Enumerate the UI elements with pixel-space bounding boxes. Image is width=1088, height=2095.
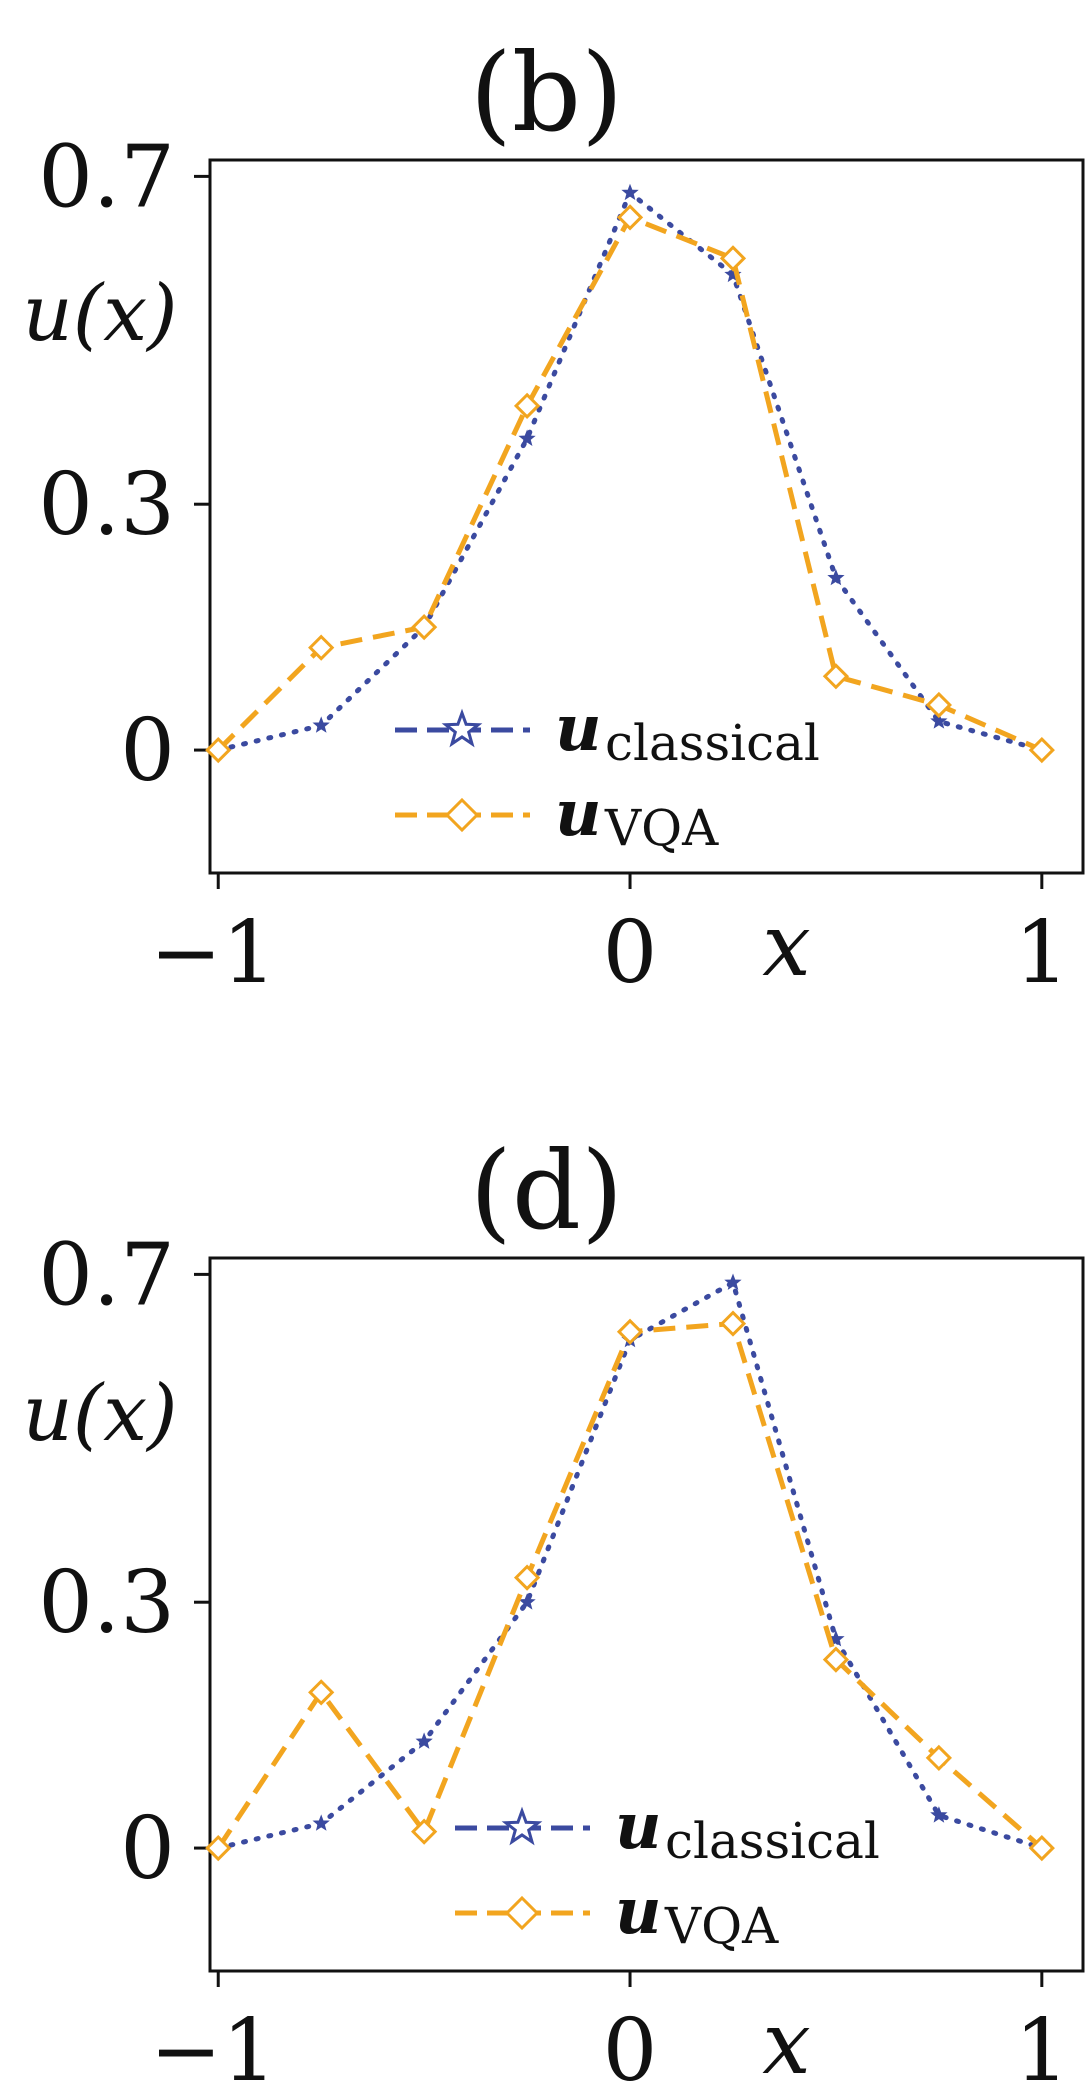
series-line-u_VQA bbox=[216, 1320, 1044, 1850]
data-point-u_classical bbox=[518, 429, 536, 447]
plot-frame bbox=[208, 1256, 1085, 1973]
data-point-u_classical bbox=[724, 1273, 742, 1290]
legend-label-sub: VQA bbox=[664, 1897, 779, 1955]
data-point-u_classical bbox=[518, 1593, 536, 1610]
data-point-u_classical bbox=[312, 1814, 330, 1831]
legend-label-main: u bbox=[615, 1789, 662, 1864]
series-u_classical bbox=[209, 183, 1051, 758]
legend-item-u_VQA: u VQA bbox=[455, 1874, 779, 1955]
x-tick-label: 0 bbox=[603, 903, 658, 1003]
y-tick-label: 0 bbox=[120, 701, 175, 801]
legend-item-u_classical: u classical bbox=[455, 1789, 880, 1870]
data-point-u_VQA bbox=[616, 204, 644, 231]
chart-title: (d) bbox=[470, 1129, 623, 1254]
data-point-u_VQA bbox=[205, 1834, 232, 1862]
data-point-u_VQA bbox=[925, 691, 952, 719]
data-point-u_VQA bbox=[822, 663, 850, 690]
series-line-u_classical bbox=[215, 188, 1045, 753]
legend-label-sub: VQA bbox=[604, 799, 719, 857]
data-point-u_VQA bbox=[822, 1646, 850, 1673]
x-tick-label: 1 bbox=[1014, 903, 1069, 1003]
data-point-u_VQA bbox=[411, 1818, 438, 1845]
legend-label-main: u bbox=[615, 1874, 662, 1949]
data-point-u_VQA bbox=[925, 1744, 952, 1772]
data-point-u_VQA bbox=[719, 1310, 747, 1337]
legend-marker-star bbox=[441, 708, 483, 748]
x-tick-label: 1 bbox=[1014, 2001, 1069, 2095]
legend-label-sub: classical bbox=[665, 1812, 880, 1870]
data-point-u_classical bbox=[827, 568, 845, 586]
legend-label-main: u bbox=[555, 776, 602, 851]
series-u_VQA bbox=[205, 204, 1055, 764]
data-point-u_VQA bbox=[1028, 736, 1055, 764]
plot-frame bbox=[208, 158, 1085, 875]
data-point-u_VQA bbox=[616, 1318, 644, 1345]
legend-label-sub: classical bbox=[605, 714, 820, 772]
series-line-u_classical bbox=[215, 1278, 1045, 1851]
series-u_VQA bbox=[205, 1310, 1055, 1862]
y-axis-label: u(x) bbox=[22, 269, 177, 359]
data-point-u_classical bbox=[930, 1806, 948, 1823]
data-point-u_VQA bbox=[411, 614, 438, 641]
data-point-u_VQA bbox=[1028, 1834, 1055, 1862]
y-tick-label: 0.7 bbox=[38, 1225, 175, 1325]
legend-marker-star bbox=[501, 1806, 543, 1846]
series-u_classical bbox=[209, 1273, 1051, 1856]
data-point-u_VQA bbox=[719, 245, 747, 272]
data-point-u_VQA bbox=[513, 392, 541, 419]
x-tick-label: 0 bbox=[603, 2001, 658, 2095]
legend-item-u_VQA: u VQA bbox=[395, 776, 719, 857]
x-axis-label: x bbox=[762, 896, 811, 996]
series-line-u_VQA bbox=[216, 214, 1043, 753]
data-point-u_classical bbox=[415, 1732, 433, 1749]
data-point-u_classical bbox=[930, 712, 948, 729]
x-tick-label: −1 bbox=[150, 2001, 277, 2095]
x-tick-label: −1 bbox=[150, 903, 277, 1003]
chart-title: (b) bbox=[470, 31, 623, 156]
y-tick-label: 0.3 bbox=[38, 455, 175, 555]
x-axis-label: x bbox=[762, 1994, 811, 2094]
y-tick-label: 0 bbox=[120, 1799, 175, 1899]
data-point-u_VQA bbox=[205, 736, 232, 764]
y-tick-label: 0.7 bbox=[38, 127, 175, 227]
data-point-u_classical bbox=[621, 183, 639, 201]
y-tick-label: 0.3 bbox=[38, 1553, 175, 1653]
data-point-u_VQA bbox=[308, 634, 335, 661]
data-point-u_VQA bbox=[308, 1679, 335, 1706]
y-axis-label: u(x) bbox=[22, 1369, 177, 1459]
legend-marker-diamond bbox=[504, 1895, 540, 1931]
data-point-u_VQA bbox=[513, 1564, 541, 1591]
legend-label-main: u bbox=[555, 691, 602, 766]
legend-item-u_classical: u classical bbox=[395, 691, 820, 772]
legend-marker-diamond bbox=[444, 797, 480, 833]
data-point-u_classical bbox=[312, 716, 330, 733]
